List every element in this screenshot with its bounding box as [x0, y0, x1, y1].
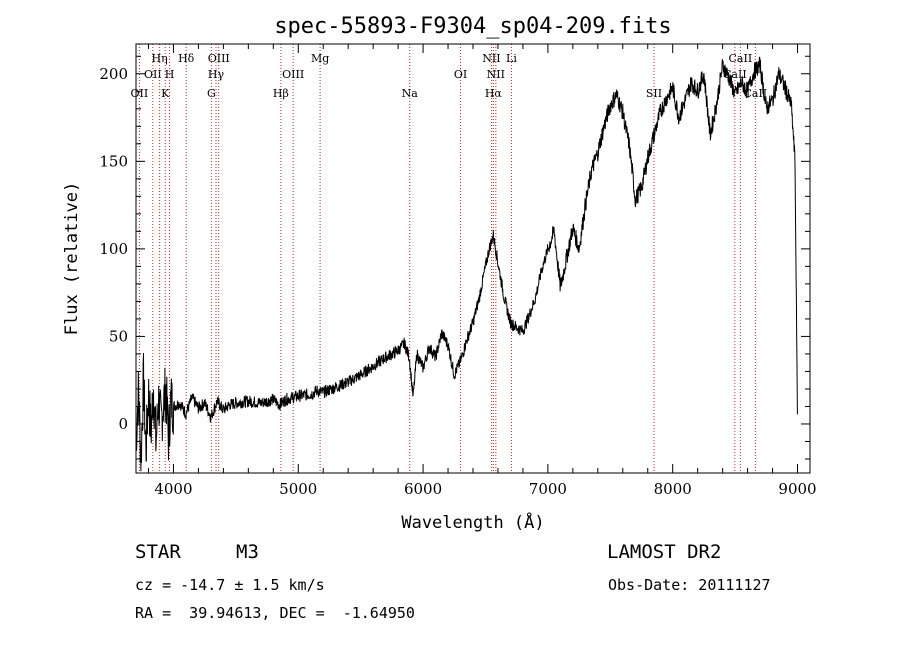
line-marker-label: Na [402, 87, 419, 100]
x-tick-label: 4000 [154, 480, 192, 498]
x-tick-label: 6000 [404, 480, 442, 498]
y-tick-label: 100 [99, 240, 128, 258]
line-marker-label: K [161, 87, 170, 100]
line-marker-label: OII [131, 87, 149, 100]
line-marker-label: Hα [485, 87, 503, 100]
coordinates-text: RA = 39.94613, DEC = -1.64950 [135, 604, 415, 622]
redshift-text: cz = -14.7 ± 1.5 km/s [135, 576, 325, 594]
plot-frame [135, 43, 811, 474]
x-tick-label: 9000 [778, 480, 816, 498]
object-class: STAR [135, 541, 181, 563]
object-subclass: M3 [236, 541, 259, 563]
line-marker-label: CaII [743, 87, 767, 100]
line-marker-label: SII [646, 87, 662, 100]
line-marker-label: OIII [208, 52, 230, 65]
spectrum-line [135, 56, 798, 472]
line-marker-label: Hη [151, 52, 167, 65]
y-tick-label: 50 [109, 327, 128, 345]
x-axis-label: Wavelength (Å) [401, 511, 544, 533]
line-marker-label: NII [487, 68, 505, 81]
x-tick-label: 8000 [654, 480, 692, 498]
line-marker-label: Hδ [178, 52, 195, 65]
line-marker-label: NII [482, 52, 500, 65]
line-marker-label: Hβ [273, 87, 289, 100]
line-marker-label: Mg [311, 52, 329, 65]
obs-date-text: Obs-Date: 20111127 [608, 576, 771, 594]
line-marker-label: Hγ [208, 68, 225, 81]
y-tick-label: 200 [99, 65, 128, 83]
survey-name: LAMOST DR2 [607, 541, 722, 563]
x-tick-label: 7000 [529, 480, 567, 498]
line-marker-label: OII [144, 68, 162, 81]
y-axis-label: Flux (relative) [62, 182, 82, 336]
line-marker-label: CaII [729, 52, 753, 65]
y-tick-label: 150 [99, 152, 128, 170]
line-marker-label: OI [454, 68, 467, 81]
line-marker-label: G [207, 87, 216, 100]
line-marker-label: Li [506, 52, 517, 65]
y-tick-label: 0 [118, 415, 128, 433]
chart-title: spec-55893-F9304_sp04-209.fits [274, 14, 671, 39]
line-marker-label: H [165, 68, 175, 81]
x-tick-label: 5000 [279, 480, 317, 498]
line-marker-label: OIII [282, 68, 304, 81]
